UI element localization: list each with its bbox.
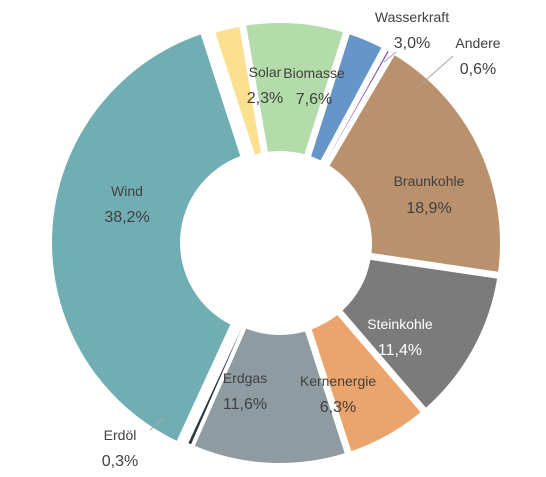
slice-erdoel: [188, 326, 243, 445]
leader-lines: [149, 51, 454, 431]
slice-biomasse: [246, 22, 344, 155]
label-name-solar: Solar: [249, 64, 282, 80]
label-value-wasserkraft: 3,0%: [394, 35, 430, 52]
donut-slices: [52, 22, 500, 464]
label-value-steinkohle: 11,4%: [378, 342, 422, 359]
slice-steinkohle: [342, 259, 498, 408]
label-name-steinkohle: Steinkohle: [367, 316, 433, 332]
label-value-erdgas: 11,6%: [223, 396, 267, 413]
label-name-wind: Wind: [111, 183, 143, 199]
leader-line-wasserkraft: [383, 51, 397, 63]
label-value-andere: 0,6%: [460, 61, 496, 78]
label-value-erdoel: 0,3%: [102, 453, 138, 470]
label-name-wasserkraft: Wasserkraft: [375, 9, 449, 25]
slice-kernenergie: [311, 315, 421, 452]
leader-line-erdoel: [149, 417, 165, 431]
slice-braunkohle: [329, 55, 500, 272]
label-name-erdoel: Erdöl: [104, 427, 137, 443]
leader-line-andere: [416, 55, 454, 89]
slice-wind: [52, 34, 241, 441]
label-name-kernenergie: Kernenergie: [300, 373, 376, 389]
slice-solar: [215, 26, 261, 155]
label-name-erdgas: Erdgas: [223, 370, 267, 386]
label-value-braunkohle: 18,9%: [406, 200, 451, 217]
label-value-wind: 38,2%: [104, 209, 149, 226]
label-value-biomasse: 7,6%: [296, 91, 332, 108]
label-name-biomasse: Biomasse: [283, 65, 345, 81]
slice-labels: Solar 2,3%Biomasse 7,6% Wasserkraft 3,0% Ande…: [102, 9, 501, 470]
slice-andere: [325, 51, 389, 163]
label-name-braunkohle: Braunkohle: [394, 173, 465, 189]
label-value-kernenergie: 6,3%: [320, 399, 356, 416]
label-name-andere: Andere: [455, 35, 500, 51]
label-value-solar: 2,3%: [247, 90, 283, 107]
slice-wasserkraft: [311, 34, 382, 161]
slice-erdgas: [194, 328, 345, 464]
